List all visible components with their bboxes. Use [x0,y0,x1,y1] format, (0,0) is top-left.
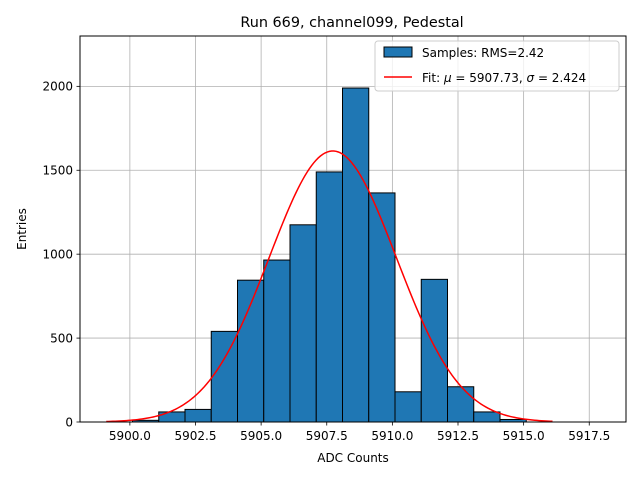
y-axis-ticks: 0 500 1000 1500 2000 [42,80,80,429]
histogram-bar [210,330,238,423]
histogram-bar [368,192,396,423]
histogram-bar [237,279,265,423]
y-tick-label: 0 [65,415,73,429]
x-tick-label: 5907.5 [306,429,348,443]
histogram-bar [447,386,475,423]
histogram-bar [158,411,186,423]
legend-swatch-samples [383,46,413,58]
x-tick-label: 5910.0 [371,429,413,443]
legend-fit-sigma-symbol: σ [527,71,535,85]
histogram-bar [315,171,343,423]
legend-label-fit: Fit: μ = 5907.73, σ = 2.424 [422,71,586,85]
histogram-bar [289,224,317,423]
x-axis-ticks: 5900.0 5902.5 5905.0 5907.5 5910.0 5912.5 5915… [109,422,610,443]
legend: Samples: RMS=2.42 Fit: μ = 5907.73, σ = … [374,40,620,92]
histogram-bars [132,87,527,423]
x-tick-label: 5915.0 [503,429,545,443]
legend-fit-sigma-text: = 2.424 [534,71,586,85]
x-tick-label: 5902.5 [175,429,217,443]
y-axis-label: Entries [15,208,29,250]
legend-fit-mu-symbol: μ [443,71,452,85]
x-tick-label: 5917.5 [568,429,610,443]
legend-label-samples: Samples: RMS=2.42 [422,46,544,60]
fit-curve [106,150,553,423]
y-tick-label: 2000 [42,80,73,94]
histogram-bar [184,408,212,423]
x-tick-label: 5912.5 [437,429,479,443]
x-tick-label: 5905.0 [240,429,282,443]
chart-title: Run 669, channel099, Pedestal [240,15,463,31]
histogram-bar [263,259,291,423]
y-tick-label: 500 [50,331,73,345]
x-tick-label: 5900.0 [109,429,151,443]
x-axis-label: ADC Counts [317,451,389,465]
legend-fit-prefix: Fit: [422,71,444,85]
y-tick-label: 1500 [42,164,73,178]
plot-area: 5900.0 5902.5 5905.0 5907.5 5910.0 5912.5 5915… [42,35,627,443]
legend-fit-mu-text: = 5907.73, [452,71,527,85]
y-tick-label: 1000 [42,247,73,261]
histogram-bar [342,87,370,423]
histogram-bar [394,391,422,423]
plot-frame [79,35,627,423]
histogram-bar [473,411,501,423]
legend-box [374,40,620,92]
histogram-bar [420,278,448,423]
